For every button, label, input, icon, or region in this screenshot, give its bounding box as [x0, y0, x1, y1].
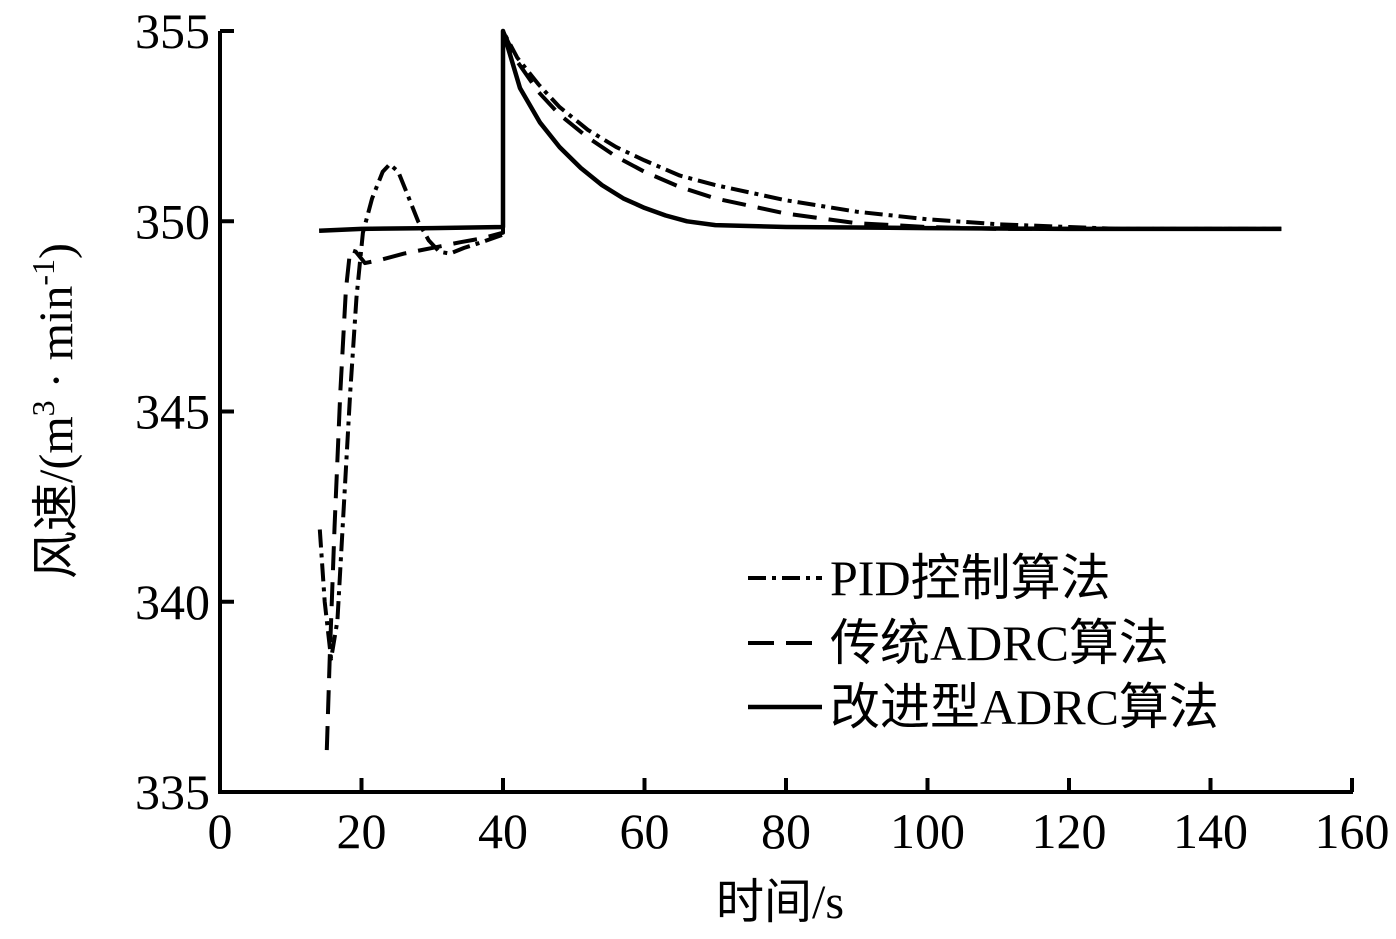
x-tick-label: 160	[1315, 803, 1390, 859]
y-axis-title: 风速/(m3 · min-1)	[25, 243, 83, 579]
y-axis-title-mid: · min	[30, 286, 83, 401]
y-tick-label: 345	[135, 384, 210, 440]
y-axis-title-main: 风速/(m	[30, 416, 83, 579]
y-axis-title-text: 风速/(m3 · min-1)	[25, 243, 83, 579]
legend: PID控制算法 传统ADRC算法 改进型ADRC算法	[748, 550, 1219, 735]
legend-item-adrc: 传统ADRC算法	[748, 615, 1169, 671]
plot-series	[317, 28, 1282, 751]
legend-label-traditional-adrc: 传统ADRC算法	[830, 615, 1169, 671]
y-axis-title-end: )	[30, 243, 83, 259]
axes: 335 340 345 350 355 0 20 40 60 80 100 120 140 160	[135, 3, 1390, 859]
x-tick-label: 60	[620, 803, 670, 859]
series-line-solid	[318, 28, 1282, 234]
y-ticks: 335 340 345 350 355	[135, 3, 234, 820]
legend-label-pid: PID控制算法	[830, 550, 1111, 606]
legend-item-pid: PID控制算法	[748, 550, 1111, 606]
y-axis-title-sup1: 3	[25, 400, 61, 416]
legend-item-improved-adrc: 改进型ADRC算法	[748, 679, 1219, 735]
x-ticks: 0 20 40 60 80 100 120 140 160	[208, 778, 1390, 859]
series-line-dashdot	[317, 29, 1282, 661]
y-tick-label: 355	[135, 3, 210, 59]
y-tick-label: 340	[135, 574, 210, 630]
x-axis-title: 时间/s	[716, 876, 844, 929]
legend-label-improved-adrc: 改进型ADRC算法	[830, 679, 1219, 735]
x-tick-label: 80	[761, 803, 811, 859]
y-axis-title-sup2: -1	[25, 259, 61, 286]
x-tick-label: 120	[1032, 803, 1107, 859]
x-tick-label: 20	[337, 803, 387, 859]
x-tick-label: 0	[208, 803, 233, 859]
x-tick-label: 100	[890, 803, 965, 859]
x-tick-label: 140	[1173, 803, 1248, 859]
y-tick-label: 335	[135, 764, 210, 820]
x-tick-label: 40	[478, 803, 528, 859]
y-tick-label: 350	[135, 193, 210, 249]
